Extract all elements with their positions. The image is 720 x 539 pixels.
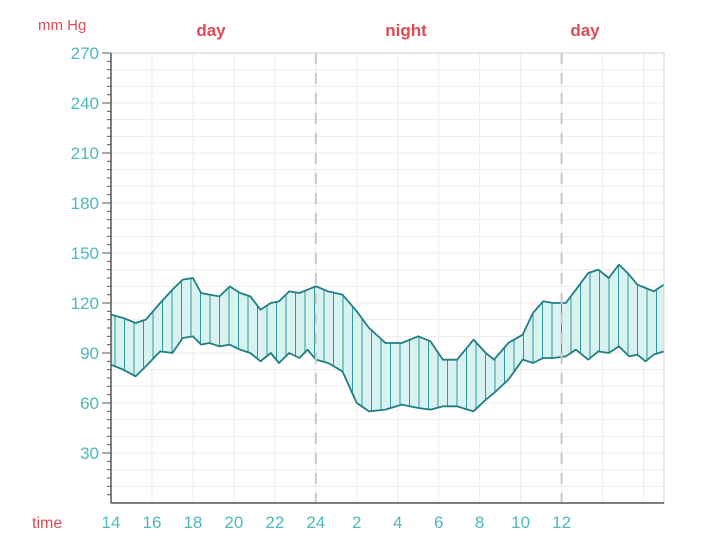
diastolic-line (110, 335, 665, 413)
x-tick-label: 6 (434, 513, 443, 532)
x-tick-label: 10 (511, 513, 530, 532)
pressure-band (110, 263, 665, 413)
y-tick-label: 120 (71, 294, 99, 313)
y-tick-label: 60 (80, 394, 99, 413)
pressure-band-fill (111, 264, 664, 412)
y-tick-labels: 30 60 90 120 150 180 210 240 270 (71, 44, 99, 463)
systolic-line (110, 263, 665, 361)
x-tick-label: 22 (265, 513, 284, 532)
y-tick-label: 150 (71, 244, 99, 263)
y-tick-label: 180 (71, 194, 99, 213)
y-tick-label: 240 (71, 94, 99, 113)
y-axis-unit: mm Hg (38, 17, 86, 34)
x-tick-label: 20 (224, 513, 243, 532)
y-tick-label: 30 (80, 444, 99, 463)
x-tick-labels: 14 16 18 20 22 24 2 4 6 8 10 12 (102, 513, 572, 532)
y-tick-label: 270 (71, 44, 99, 63)
x-tick-label: 12 (552, 513, 571, 532)
x-axis-label: time (32, 515, 62, 532)
x-tick-label: 4 (393, 513, 402, 532)
period-dividers (314, 53, 563, 503)
axes (102, 52, 665, 504)
x-tick-label: 2 (352, 513, 361, 532)
period-label-day-2: day (570, 21, 600, 40)
x-tick-label: 8 (475, 513, 484, 532)
period-label-day-1: day (196, 21, 226, 40)
x-tick-label: 18 (183, 513, 202, 532)
x-tick-label: 14 (102, 513, 121, 532)
y-tick-label: 90 (80, 344, 99, 363)
x-tick-label: 24 (306, 513, 325, 532)
x-tick-label: 16 (143, 513, 162, 532)
y-tick-label: 210 (71, 144, 99, 163)
period-label-night: night (385, 21, 427, 40)
